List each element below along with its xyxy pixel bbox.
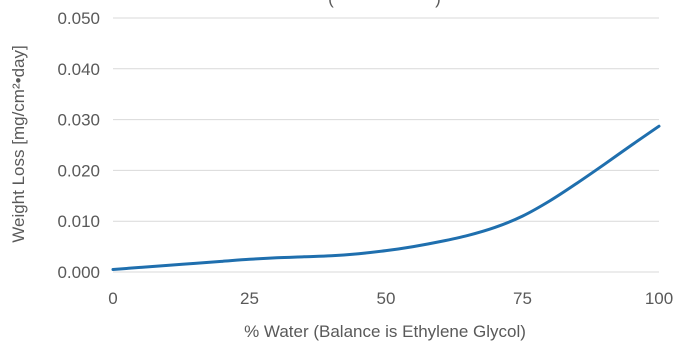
y-tick-label: 0.010 [57, 212, 100, 231]
y-tick-label: 0.040 [57, 60, 100, 79]
x-tick-label: 100 [645, 289, 673, 308]
x-axis-ticks: 0 25 50 75 100 [108, 289, 673, 308]
y-axis-ticks: 0.000 0.010 0.020 0.030 0.040 0.050 [57, 9, 100, 282]
gridlines [113, 17, 659, 273]
series-group [111, 124, 661, 271]
y-axis-label: Weight Loss [mg/cm²•day] [9, 45, 28, 242]
x-tick-label: 75 [513, 289, 532, 308]
x-tick-label: 0 [108, 289, 117, 308]
x-tick-label: 50 [377, 289, 396, 308]
y-tick-label: 0.000 [57, 263, 100, 282]
y-tick-label: 0.020 [57, 161, 100, 180]
x-axis-label: % Water (Balance is Ethylene Glycol) [244, 322, 526, 341]
y-tick-label: 0.050 [57, 9, 100, 28]
chart-title-fragment-close: ) [435, 0, 441, 8]
series-line-0 [111, 124, 661, 271]
y-tick-label: 0.030 [57, 111, 100, 130]
chart-title-fragment-open: ( [328, 0, 334, 8]
x-tick-label: 25 [240, 289, 259, 308]
